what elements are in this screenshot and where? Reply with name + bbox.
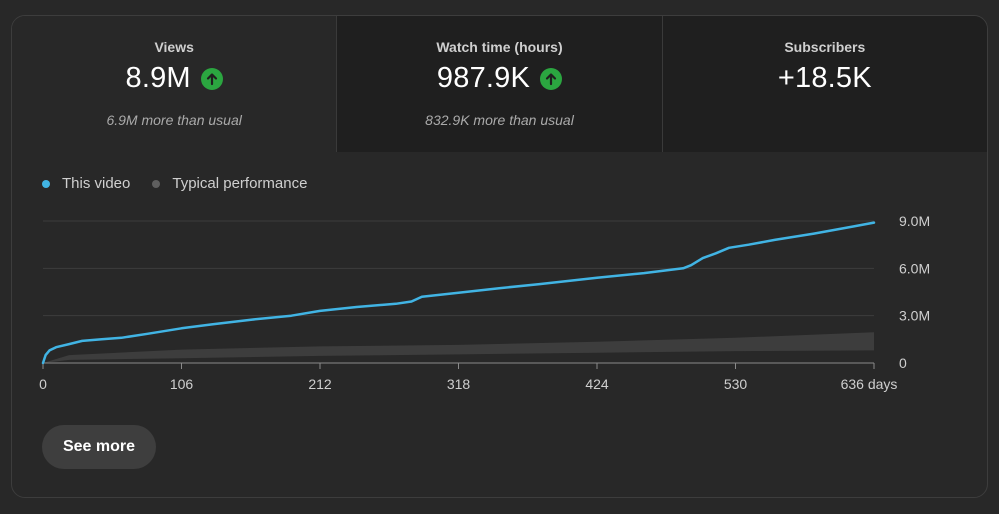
subscribers-value-row: +18.5K [663,62,987,95]
see-more-button[interactable]: See more [42,425,156,469]
analytics-card: Views 8.9M 6.9M more than usual Watch ti… [11,15,988,498]
legend-dot-this-video [42,179,50,188]
this-video-line [41,221,876,365]
arrow-up-icon [200,67,223,90]
arrow-up-icon [540,67,563,90]
x-tick-label: 212 [308,376,332,392]
y-tick-label: 3.0M [899,308,930,324]
views-value-row: 8.9M [12,62,336,95]
x-tick-label: 106 [170,376,194,392]
x-tick-label: 636 days [841,376,898,392]
metric-subscribers-tab[interactable]: Subscribers +18.5K [661,16,987,152]
watch-time-value: 987.9K [436,62,531,94]
watch-time-label: Watch time (hours) [436,39,563,55]
subscribers-label: Subscribers [784,39,866,55]
typical-performance-band [43,332,874,363]
views-chart: 0 3.0M 6.0M 9.0M 0 106 212 318 424 530 636 days [39,213,930,392]
watch-time-value-row: 987.9K [337,62,661,95]
metrics-row: Views 8.9M 6.9M more than usual Watch ti… [12,16,987,152]
watch-time-comparison: 832.9K more than usual [425,112,574,128]
legend-item-this-video: This video [42,175,130,192]
views-label: Views [154,39,194,55]
metric-watch-time-tab[interactable]: Watch time (hours) 987.9K 832.9K more th… [336,16,662,152]
chart-legend: This video Typical performance [42,175,329,192]
subscribers-value: +18.5K [777,62,872,94]
legend-dot-typical [152,179,161,188]
metric-views-tab[interactable]: Views 8.9M 6.9M more than usual [12,16,337,152]
x-tick-label: 530 [724,376,748,392]
y-tick-label: 9.0M [899,213,930,229]
y-tick-label: 0 [899,355,907,371]
x-tick-label: 318 [447,376,471,392]
x-tick-label: 424 [585,376,609,392]
x-tick-label: 0 [39,376,47,392]
y-tick-label: 6.0M [899,260,930,276]
views-value: 8.9M [125,62,191,94]
legend-label-this-video: This video [62,175,131,192]
views-comparison: 6.9M more than usual [106,112,242,128]
legend-label-typical: Typical performance [172,175,308,192]
legend-item-typical: Typical performance [152,175,307,192]
